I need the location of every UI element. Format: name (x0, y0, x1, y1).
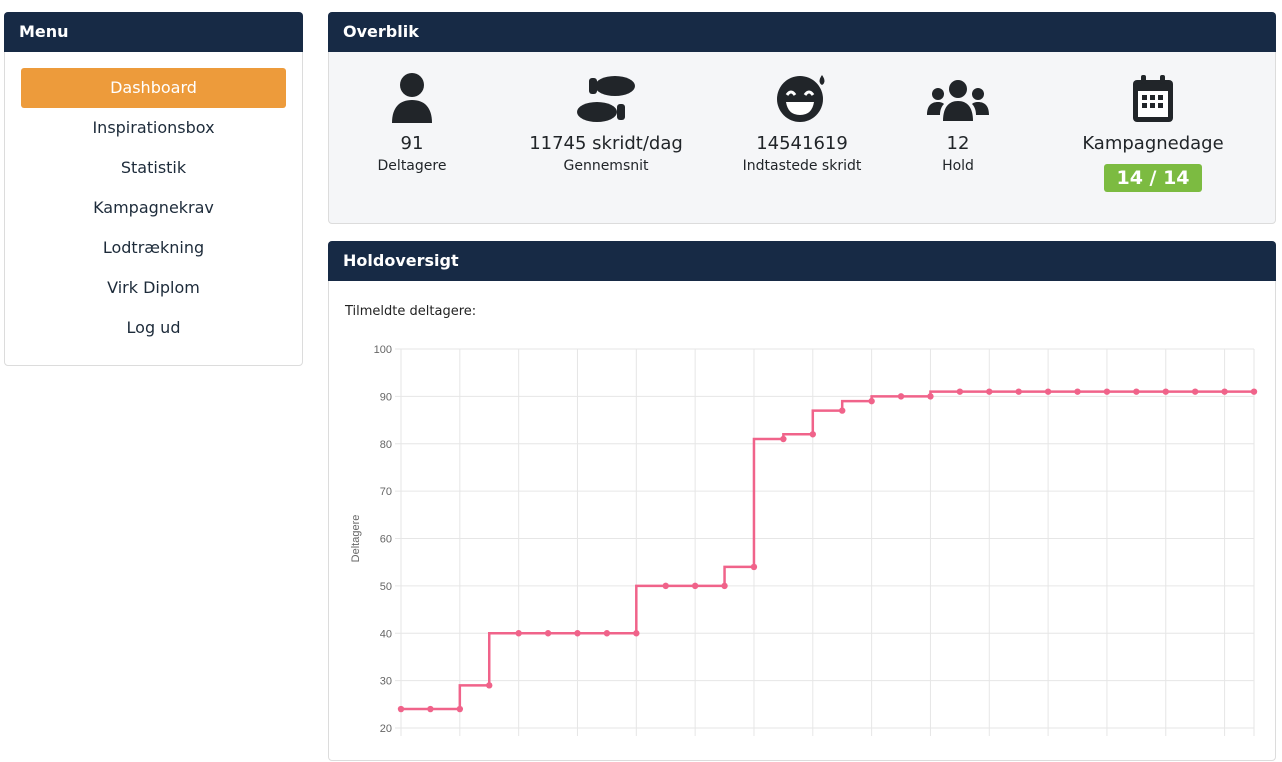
data-point (897, 393, 905, 400)
stat-participants-value: 91 (400, 133, 424, 154)
data-point (780, 435, 787, 443)
y-tick-label: 30 (380, 676, 392, 688)
y-tick-label: 60 (380, 534, 392, 546)
menu-title: Menu (4, 12, 303, 52)
teams-title: Holdoversigt (328, 241, 1276, 281)
y-tick-label: 100 (374, 344, 392, 356)
users-icon (858, 69, 1058, 123)
data-point (927, 393, 934, 400)
footprints-icon (506, 69, 706, 123)
data-point (544, 630, 552, 637)
y-tick-label: 70 (380, 486, 392, 498)
menu-item-kampagnekrav[interactable]: Kampagnekrav (93, 198, 214, 217)
y-tick-label: 90 (380, 391, 392, 403)
stat-steps: 14541619 Indtastede skridt (702, 69, 902, 174)
calendar-icon (1053, 69, 1253, 123)
data-point (662, 582, 669, 590)
stat-teams-value: 12 (946, 133, 970, 154)
menu-panel: Menu Dashboard Inspirationsbox Statistik… (4, 12, 303, 366)
grin-sweat-icon (702, 69, 902, 123)
data-point (1015, 388, 1022, 395)
data-point (1191, 388, 1199, 395)
series-line (401, 390, 1254, 711)
data-point (515, 630, 522, 637)
stat-teams: 12 Hold (858, 69, 1058, 174)
stat-teams-label: Hold (942, 158, 974, 174)
menu-item-lodtraekning[interactable]: Lodtrækning (102, 238, 205, 257)
participants-chart: 20 30 40 50 60 70 80 90 100 Deltagere (350, 344, 1258, 736)
data-point (1074, 388, 1081, 395)
user-icon (312, 69, 512, 123)
data-point (633, 630, 640, 637)
data-point (456, 705, 464, 713)
stat-campaign-days-value: Kampagnedage (1082, 133, 1224, 154)
stat-participants-label: Deltagere (377, 158, 447, 174)
data-point (956, 388, 964, 395)
data-point (397, 705, 405, 713)
stat-average: 11745 skridt/dag Gennemsnit (506, 69, 706, 174)
data-point (1250, 388, 1258, 395)
data-point (839, 407, 846, 414)
stat-average-label: Gennemsnit (563, 158, 649, 174)
data-point (1103, 388, 1111, 395)
campaign-days-badge: 14 / 14 (1104, 164, 1202, 192)
stat-average-value: 11745 skridt/dag (529, 133, 683, 154)
data-point (486, 682, 493, 689)
y-tick-label: 20 (380, 723, 392, 735)
data-point (1162, 388, 1169, 395)
stat-participants: 91 Deltagere (312, 69, 512, 174)
data-point (1221, 388, 1228, 395)
chart-subtitle: Tilmeldte deltagere: (345, 304, 477, 319)
stat-steps-label: Indtastede skridt (742, 158, 862, 174)
overview-panel: Overblik 91 Deltagere 11745 skridt/dag G… (328, 12, 1276, 224)
menu-item-log-ud[interactable]: Log ud (126, 318, 181, 337)
teams-panel: Holdoversigt Tilmeldte deltagere: 20 30 40… (328, 241, 1276, 761)
data-point (1133, 388, 1140, 395)
menu-list: Dashboard Inspirationsbox Statistik Kamp… (5, 52, 302, 348)
data-point (809, 431, 816, 438)
overview-title: Overblik (328, 12, 1276, 52)
data-point (721, 582, 728, 590)
data-point (868, 397, 875, 405)
y-tick-label: 50 (380, 581, 392, 593)
y-tick-label: 40 (380, 628, 392, 640)
data-point (1044, 388, 1052, 395)
menu-item-dashboard[interactable]: Dashboard (21, 68, 286, 108)
menu-item-statistik[interactable]: Statistik (120, 158, 187, 177)
data-point (986, 388, 993, 395)
menu-item-inspirationsbox[interactable]: Inspirationsbox (92, 118, 215, 137)
data-point (750, 563, 758, 571)
stat-steps-value: 14541619 (756, 133, 848, 154)
menu-item-virk-diplom[interactable]: Virk Diplom (107, 278, 200, 297)
y-axis-label: Deltagere (350, 515, 362, 563)
data-point (691, 582, 699, 590)
stat-campaign-days: Kampagnedage 14 / 14 (1053, 69, 1253, 192)
data-point (603, 630, 611, 637)
data-point (427, 705, 434, 713)
data-point (574, 630, 581, 637)
y-tick-label: 80 (380, 439, 392, 451)
